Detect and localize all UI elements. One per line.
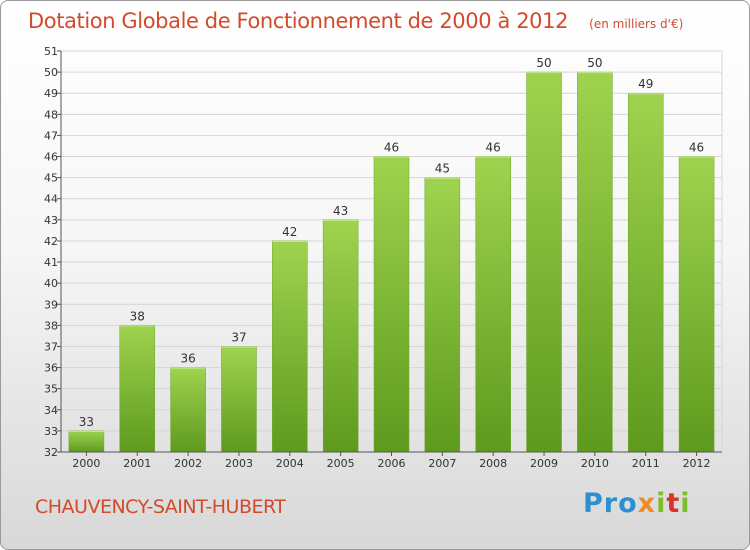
y-tick-label: 44 (44, 193, 58, 206)
title-row: Dotation Globale de Fonctionnement de 20… (28, 9, 683, 33)
bar (627, 92, 664, 453)
x-tick-label: 2001 (123, 457, 151, 470)
y-tick-label: 50 (44, 66, 58, 79)
data-label: 46 (486, 141, 501, 155)
y-tick-label: 33 (44, 425, 58, 438)
data-label: 36 (180, 352, 195, 366)
x-tick-label: 2005 (327, 457, 355, 470)
bar (577, 71, 613, 453)
axes: 32 33 34 35 36 37 38 39 40 41 42 43 44 45 46 47 48 49 50 51… (44, 45, 722, 470)
y-tick-label: 39 (44, 298, 58, 311)
y-tick-label: 41 (44, 256, 58, 269)
bar (373, 156, 410, 453)
x-tick-label: 2008 (479, 457, 507, 470)
bar (170, 367, 206, 453)
data-label: 46 (384, 141, 399, 155)
commune-name: CHAUVENCY-SAINT-HUBERT (35, 496, 286, 518)
data-label: 37 (231, 330, 246, 344)
chart-title: Dotation Globale de Fonctionnement de 20… (28, 9, 569, 33)
data-label: 43 (333, 204, 348, 218)
proxiti-logo: Proxiti (583, 488, 691, 519)
x-tick-label: 2004 (276, 457, 304, 470)
bars (68, 71, 715, 453)
bar (119, 325, 156, 453)
bar (526, 71, 562, 453)
y-tick-label: 43 (44, 214, 58, 227)
bar (678, 156, 715, 453)
y-tick-label: 45 (44, 172, 58, 185)
bar (221, 346, 257, 453)
y-tick-label: 37 (44, 340, 58, 353)
x-tick-label: 2000 (72, 457, 100, 470)
y-tick-label: 46 (44, 151, 58, 164)
x-tick-label: 2006 (378, 457, 406, 470)
bar (424, 177, 461, 453)
x-tick-label: 2011 (632, 457, 660, 470)
y-tick-label: 35 (44, 383, 58, 396)
x-tick-label: 2012 (683, 457, 711, 470)
y-tick-label: 51 (44, 45, 58, 58)
data-label: 38 (130, 309, 145, 323)
data-label: 50 (536, 56, 551, 70)
data-label: 49 (638, 77, 653, 91)
bar (68, 430, 105, 453)
x-tick-label: 2002 (174, 457, 202, 470)
chart-unit: (en milliers d'€) (589, 17, 684, 31)
y-tick-label: 36 (44, 362, 58, 375)
bar (475, 156, 511, 453)
y-tick-label: 49 (44, 87, 58, 100)
data-label: 46 (689, 141, 704, 155)
y-tick-label: 42 (44, 235, 58, 248)
y-tick-label: 40 (44, 277, 58, 290)
y-tick-label: 48 (44, 108, 58, 121)
x-tick-label: 2010 (581, 457, 609, 470)
data-label: 42 (282, 225, 297, 239)
data-label: 45 (435, 162, 450, 176)
x-tick-label: 2003 (225, 457, 253, 470)
y-tick-label: 32 (44, 446, 58, 459)
y-tick-label: 34 (44, 404, 58, 417)
bar (322, 219, 359, 453)
data-labels: 33 38 36 37 42 43 46 45 46 50 50 49 46 (79, 56, 704, 429)
x-tick-label: 2007 (428, 457, 456, 470)
bar (272, 240, 308, 453)
y-tick-label: 38 (44, 319, 58, 332)
y-tick-label: 47 (44, 129, 58, 142)
data-label: 33 (79, 415, 94, 429)
data-label: 50 (587, 56, 602, 70)
x-tick-label: 2009 (530, 457, 558, 470)
